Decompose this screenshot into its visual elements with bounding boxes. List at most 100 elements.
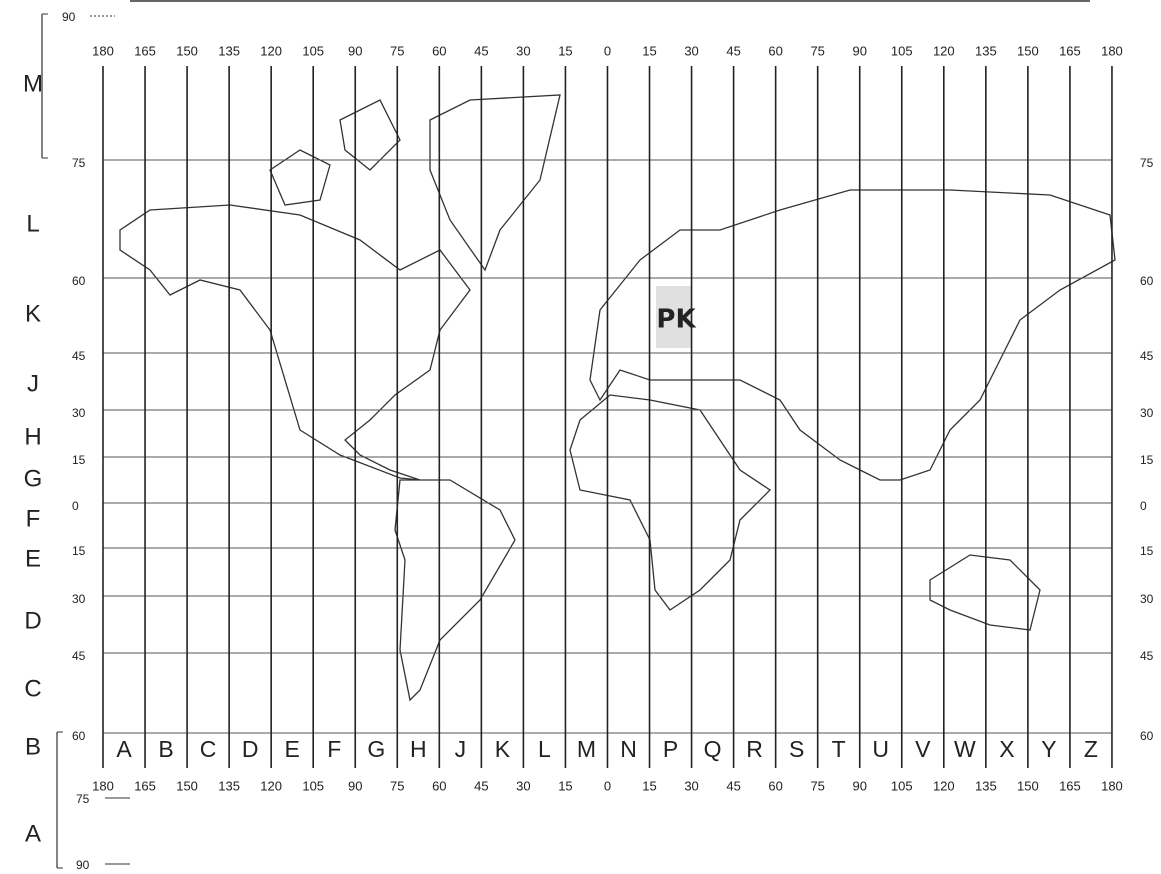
latitude-label: 45 — [1140, 349, 1154, 363]
longitude-label: 90 — [348, 43, 362, 58]
row-letter: G — [24, 465, 43, 492]
longitude-label: 165 — [134, 778, 156, 793]
highlight-label: PK — [656, 305, 696, 335]
longitude-label: 90 — [852, 778, 866, 793]
longitude-label: 0 — [604, 43, 611, 58]
longitude-label: 45 — [726, 43, 740, 58]
longitude-label: 75 — [390, 778, 404, 793]
column-letter: U — [872, 736, 889, 762]
longitude-label: 30 — [516, 778, 530, 793]
arctic-islands — [269, 99, 401, 206]
longitude-label: 60 — [768, 778, 782, 793]
row-letter: C — [24, 675, 41, 702]
longitude-label: 150 — [1017, 43, 1039, 58]
longitude-label: 165 — [1059, 778, 1081, 793]
column-letter: T — [832, 736, 846, 762]
column-letter: H — [410, 736, 427, 762]
longitude-label: 120 — [933, 43, 955, 58]
column-letter: E — [285, 736, 300, 762]
longitude-label: 15 — [642, 43, 656, 58]
longitude-label: 15 — [642, 778, 656, 793]
longitude-label: 45 — [474, 778, 488, 793]
latitude-label: 0 — [1140, 499, 1147, 513]
row-letter: A — [25, 820, 41, 847]
longitude-label: 30 — [684, 778, 698, 793]
highlight-cell — [656, 286, 692, 348]
longitude-label: 60 — [432, 43, 446, 58]
longitude-label: 135 — [975, 43, 997, 58]
longitude-label: 105 — [891, 43, 913, 58]
longitude-label: 0 — [604, 778, 611, 793]
longitude-label: 150 — [1017, 778, 1039, 793]
column-letter: X — [999, 736, 1014, 762]
latitude-label: 60 — [1140, 274, 1154, 288]
row-letter: H — [24, 423, 41, 450]
column-letter: Z — [1084, 736, 1098, 762]
latitude-label: 45 — [72, 649, 86, 663]
longitude-label: 75 — [810, 778, 824, 793]
latitude-label: 0 — [72, 499, 79, 513]
continents — [119, 94, 1116, 702]
column-letter: K — [495, 736, 511, 762]
longitude-label: 180 — [1101, 778, 1123, 793]
row-letter: J — [27, 370, 39, 397]
longitude-label: 135 — [975, 778, 997, 793]
column-letter: Q — [704, 736, 722, 762]
longitude-label: 135 — [218, 778, 240, 793]
latitude-label: 45 — [1140, 649, 1154, 663]
row-letter: B — [25, 733, 41, 760]
longitude-label: 120 — [260, 43, 282, 58]
longitude-label: 15 — [558, 778, 572, 793]
column-letter: S — [789, 736, 804, 762]
longitude-label: 45 — [726, 778, 740, 793]
column-letter: J — [455, 736, 467, 762]
column-letter: V — [915, 736, 931, 762]
longitude-label: 30 — [684, 43, 698, 58]
column-letter: F — [327, 736, 341, 762]
longitude-label: 180 — [1101, 43, 1123, 58]
longitude-label: 180 — [92, 778, 114, 793]
latitude-label: 75 — [1140, 156, 1154, 170]
longitude-label: 105 — [891, 778, 913, 793]
longitude-label: 60 — [432, 778, 446, 793]
longitude-label: 165 — [1059, 43, 1081, 58]
column-letter: W — [954, 736, 976, 762]
north-america — [119, 204, 471, 481]
longitude-label: 150 — [176, 778, 198, 793]
longitude-label: 90 — [348, 778, 362, 793]
latitude-label: 60 — [72, 729, 86, 743]
longitude-label: 45 — [474, 43, 488, 58]
row-letter: K — [25, 300, 41, 327]
latitude-label: 30 — [1140, 592, 1154, 606]
latitude-label: 45 — [72, 349, 86, 363]
longitude-label: 90 — [852, 43, 866, 58]
latitude-label: 15 — [1140, 453, 1154, 467]
longitude-label: 60 — [768, 43, 782, 58]
longitude-label: 180 — [92, 43, 114, 58]
column-letter: M — [577, 736, 596, 762]
polar-label: 90 — [62, 10, 76, 24]
column-letter: G — [367, 736, 385, 762]
latitude-label: 30 — [72, 592, 86, 606]
latitude-label: 75 — [72, 156, 86, 170]
longitude-label: 15 — [558, 43, 572, 58]
africa — [569, 394, 772, 611]
latitude-label: 60 — [72, 274, 86, 288]
column-letter: C — [200, 736, 217, 762]
column-letter: N — [620, 736, 637, 762]
longitude-label: 105 — [302, 43, 324, 58]
row-letter: D — [24, 607, 41, 634]
polar-label: 75 — [76, 792, 90, 806]
column-letter: P — [663, 736, 678, 762]
latitude-label: 15 — [1140, 544, 1154, 558]
longitude-label: 75 — [390, 43, 404, 58]
latitude-label: 30 — [1140, 406, 1154, 420]
column-letter: R — [746, 736, 763, 762]
latitude-label: 60 — [1140, 729, 1154, 743]
latitude-label: 15 — [72, 453, 86, 467]
column-letter: B — [158, 736, 173, 762]
longitude-label: 120 — [933, 778, 955, 793]
eurasia — [589, 189, 1116, 481]
longitude-label: 120 — [260, 778, 282, 793]
